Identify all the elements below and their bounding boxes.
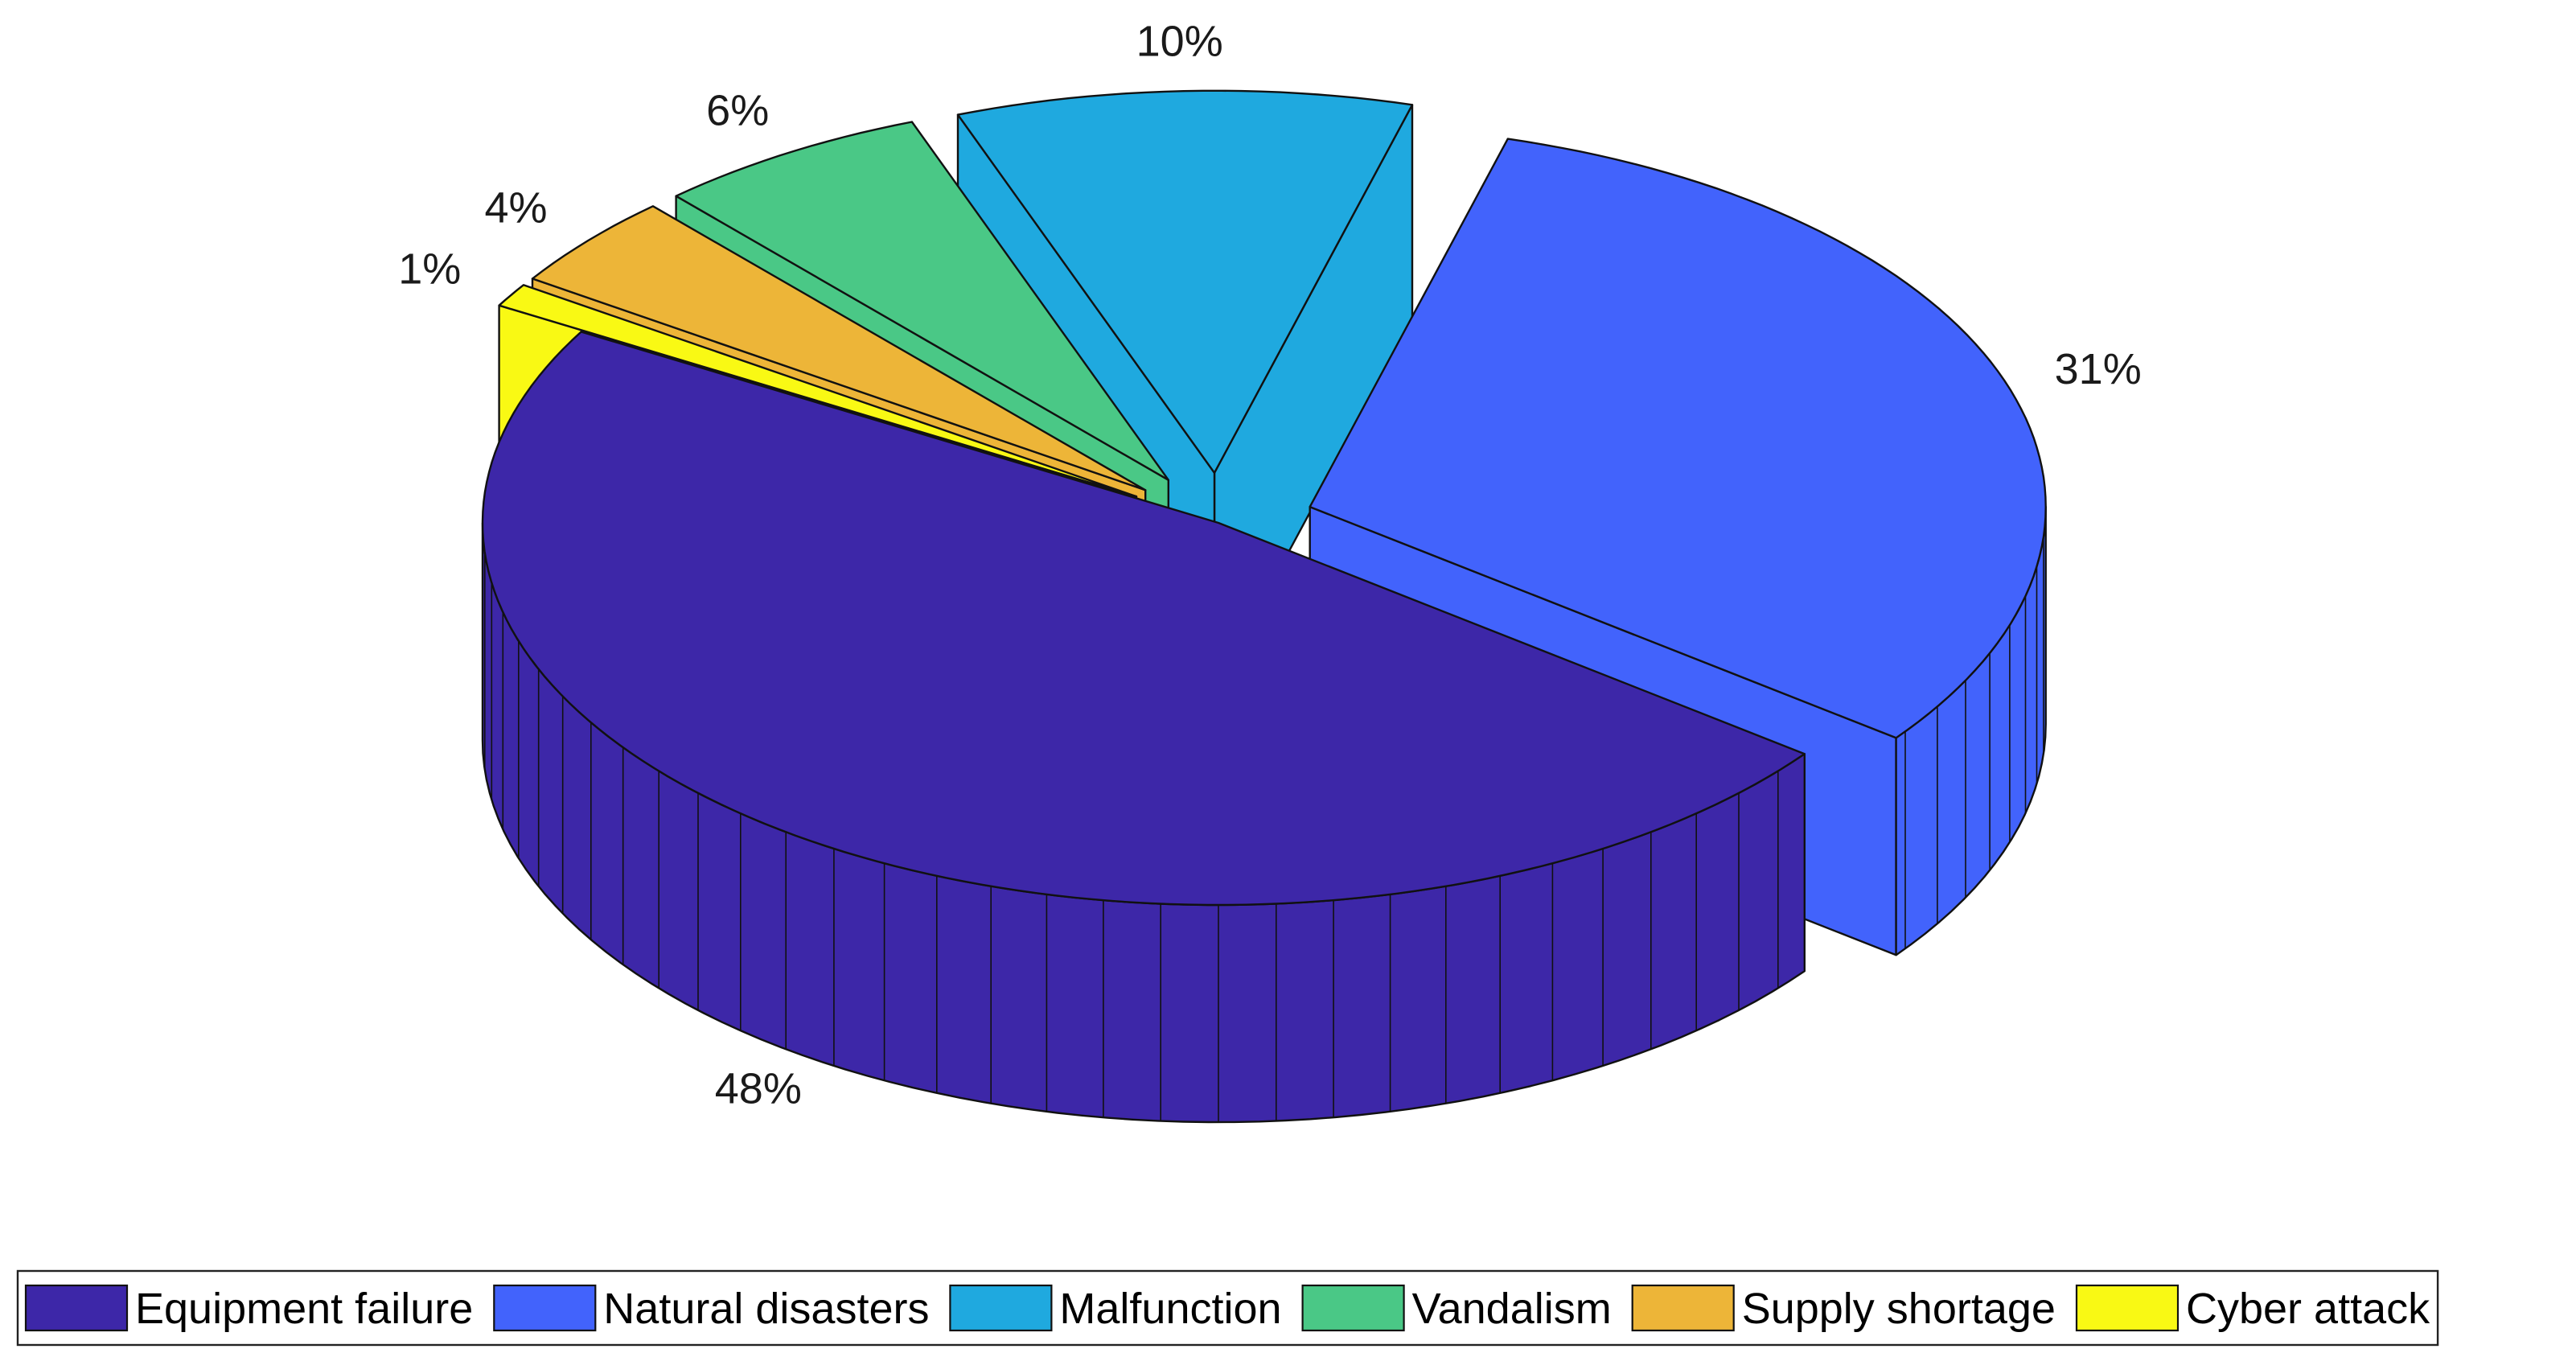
legend-box	[16, 1269, 2439, 1347]
legend-swatch-natural-disasters	[493, 1284, 597, 1332]
legend-label-equipment-failure: Equipment failure	[135, 1285, 473, 1333]
legend-entry-malfunction: Malfunction	[949, 1284, 1282, 1333]
slice-cyber-attack	[498, 284, 1138, 498]
percent-label-natural-disasters: 31%	[2055, 345, 2142, 393]
percent-label-supply-shortage: 4%	[484, 184, 547, 232]
legend: Equipment failure Natural disasters Malfun…	[16, 1269, 2439, 1347]
legend-label-malfunction: Malfunction	[1059, 1285, 1281, 1333]
slice-malfunction	[956, 89, 1414, 474]
slice-vandalism	[675, 121, 1169, 481]
legend-swatch-cyber-attack	[2075, 1284, 2180, 1332]
percent-label-vandalism: 6%	[706, 87, 769, 135]
legend-swatch-vandalism	[1301, 1284, 1405, 1332]
legend-label-cyber-attack: Cyber attack	[2186, 1285, 2430, 1333]
legend-entry-natural-disasters: Natural disasters	[493, 1284, 929, 1333]
legend-label-natural-disasters: Natural disasters	[603, 1285, 929, 1333]
pie-top-faces	[481, 89, 2047, 907]
percent-label-equipment-failure: 48%	[715, 1065, 802, 1113]
legend-label-vandalism: Vandalism	[1412, 1285, 1612, 1333]
slice-natural-disasters	[1309, 138, 2047, 739]
percent-label-cyber-attack: 1%	[398, 245, 461, 293]
legend-label-supply-shortage: Supply shortage	[1742, 1285, 2056, 1333]
percent-labels: 48% 31% 10% 6% 4% 1%	[398, 18, 2141, 1113]
slice-equipment-failure	[481, 331, 1806, 907]
legend-entry-cyber-attack: Cyber attack	[2075, 1284, 2430, 1333]
legend-entry-supply-shortage: Supply shortage	[1631, 1284, 2056, 1333]
legend-swatch-supply-shortage	[1631, 1284, 1735, 1332]
legend-swatch-equipment-failure	[24, 1284, 129, 1332]
percent-label-malfunction: 10%	[1136, 18, 1223, 66]
slice-supply-shortage	[531, 205, 1147, 491]
legend-swatch-malfunction	[949, 1284, 1053, 1332]
legend-entry-vandalism: Vandalism	[1301, 1284, 1612, 1333]
legend-entry-equipment-failure: Equipment failure	[24, 1284, 473, 1333]
